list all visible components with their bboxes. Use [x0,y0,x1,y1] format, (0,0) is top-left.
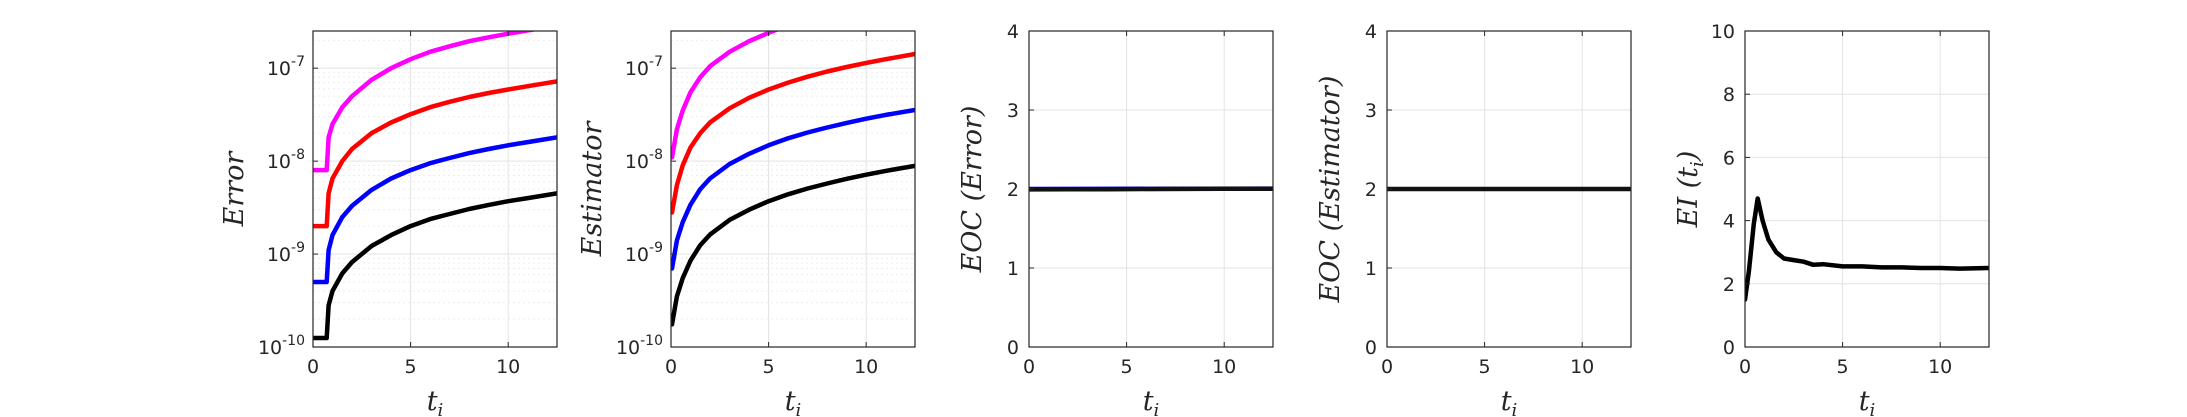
series-group [1745,196,1989,302]
y-tick-label: 10-10 [258,333,305,359]
x-tick-label: 10 [1212,356,1236,378]
y-axis-label: EOC (Estimator) [1315,76,1346,304]
grid [670,31,915,348]
y-tick-label: 10-7 [267,54,305,80]
x-tick-label: 5 [763,356,775,378]
y-tick-label: 4 [1365,21,1377,43]
y-tick-label: 1 [1365,258,1377,280]
y-tick-label: 10 [1711,21,1735,43]
chart-panel-1: 0 5 10 10-10 10-9 10-8 10-7 ti Error [219,30,558,417]
y-tick-label: 0 [1723,337,1735,359]
x-axis-label: ti [1143,386,1160,417]
x-tick-label: 5 [405,356,417,378]
y-tick-label: 10-8 [625,147,663,173]
y-tick-label: 3 [1007,100,1019,122]
y-axis-label: Error [219,150,250,228]
axes-box [670,30,916,348]
series-line-1 [671,31,780,160]
x-axis-label: ti [1859,386,1876,417]
x-axis-label: ti [785,386,802,417]
y-tick-label: 8 [1723,84,1735,106]
x-tick-label: 0 [665,356,677,378]
axes-box [312,30,558,348]
chart-panel-2: 0 5 10 10-10 10-9 10-8 10-7 ti Estimator [577,30,916,417]
y-tick-label: 1 [1007,258,1019,280]
y-tick-label: 3 [1365,100,1377,122]
y-tick-label: 10-9 [267,240,305,266]
series-group [1029,186,1273,192]
series-line-3 [313,135,557,285]
x-tick-label: 10 [496,356,520,378]
chart-panel-5: 0 5 10 0 2 4 6 8 10 ti EI (ti) [1673,21,1990,417]
x-tick-label: 5 [1121,356,1133,378]
y-tick-label: 10-10 [616,333,663,359]
x-tick-label: 5 [1837,356,1849,378]
series-line-2 [313,79,557,229]
series-line-3 [671,107,915,271]
x-tick-label: 10 [1928,356,1952,378]
chart-panel-4: 0 5 10 0 1 2 3 4 ti EOC (Estimator) [1315,21,1632,417]
x-tick-label: 0 [307,356,319,378]
x-tick-label: 5 [1479,356,1491,378]
x-tick-label: 10 [1570,356,1594,378]
y-tick-label: 4 [1723,211,1735,233]
series-line-1 [1745,196,1989,302]
x-tick-label: 0 [1739,356,1751,378]
series-group [313,31,557,341]
x-tick-label: 10 [854,356,878,378]
y-axis-label: Estimator [577,120,608,258]
y-axis-label: EI (ti) [1673,151,1708,229]
y-tick-label: 6 [1723,147,1735,169]
y-tick-label: 0 [1007,337,1019,359]
series-line-4 [671,163,915,327]
x-axis-label: ti [1501,386,1518,417]
y-tick-label: 0 [1365,337,1377,359]
y-tick-label: 2 [1007,179,1019,201]
y-tick-label: 10-7 [625,54,663,80]
x-tick-label: 0 [1023,356,1035,378]
y-tick-label: 4 [1007,21,1019,43]
series-line-1 [313,31,539,173]
y-tick-label: 2 [1723,274,1735,296]
series-line-2 [671,51,915,215]
grid [312,31,557,348]
series-group [671,31,915,327]
grid [1744,30,1989,348]
y-tick-label: 10-8 [267,147,305,173]
y-tick-label: 10-9 [625,240,663,266]
axes-box [1744,30,1990,348]
series-line-2 [1029,186,1273,192]
series-line-4 [313,191,557,341]
y-axis-label: EOC (Error) [957,106,988,274]
x-axis-label: ti [427,386,444,417]
y-tick-label: 2 [1365,179,1377,201]
x-tick-label: 0 [1381,356,1393,378]
chart-panel-3: 0 5 10 0 1 2 3 4 ti EOC (Error) [957,21,1274,417]
